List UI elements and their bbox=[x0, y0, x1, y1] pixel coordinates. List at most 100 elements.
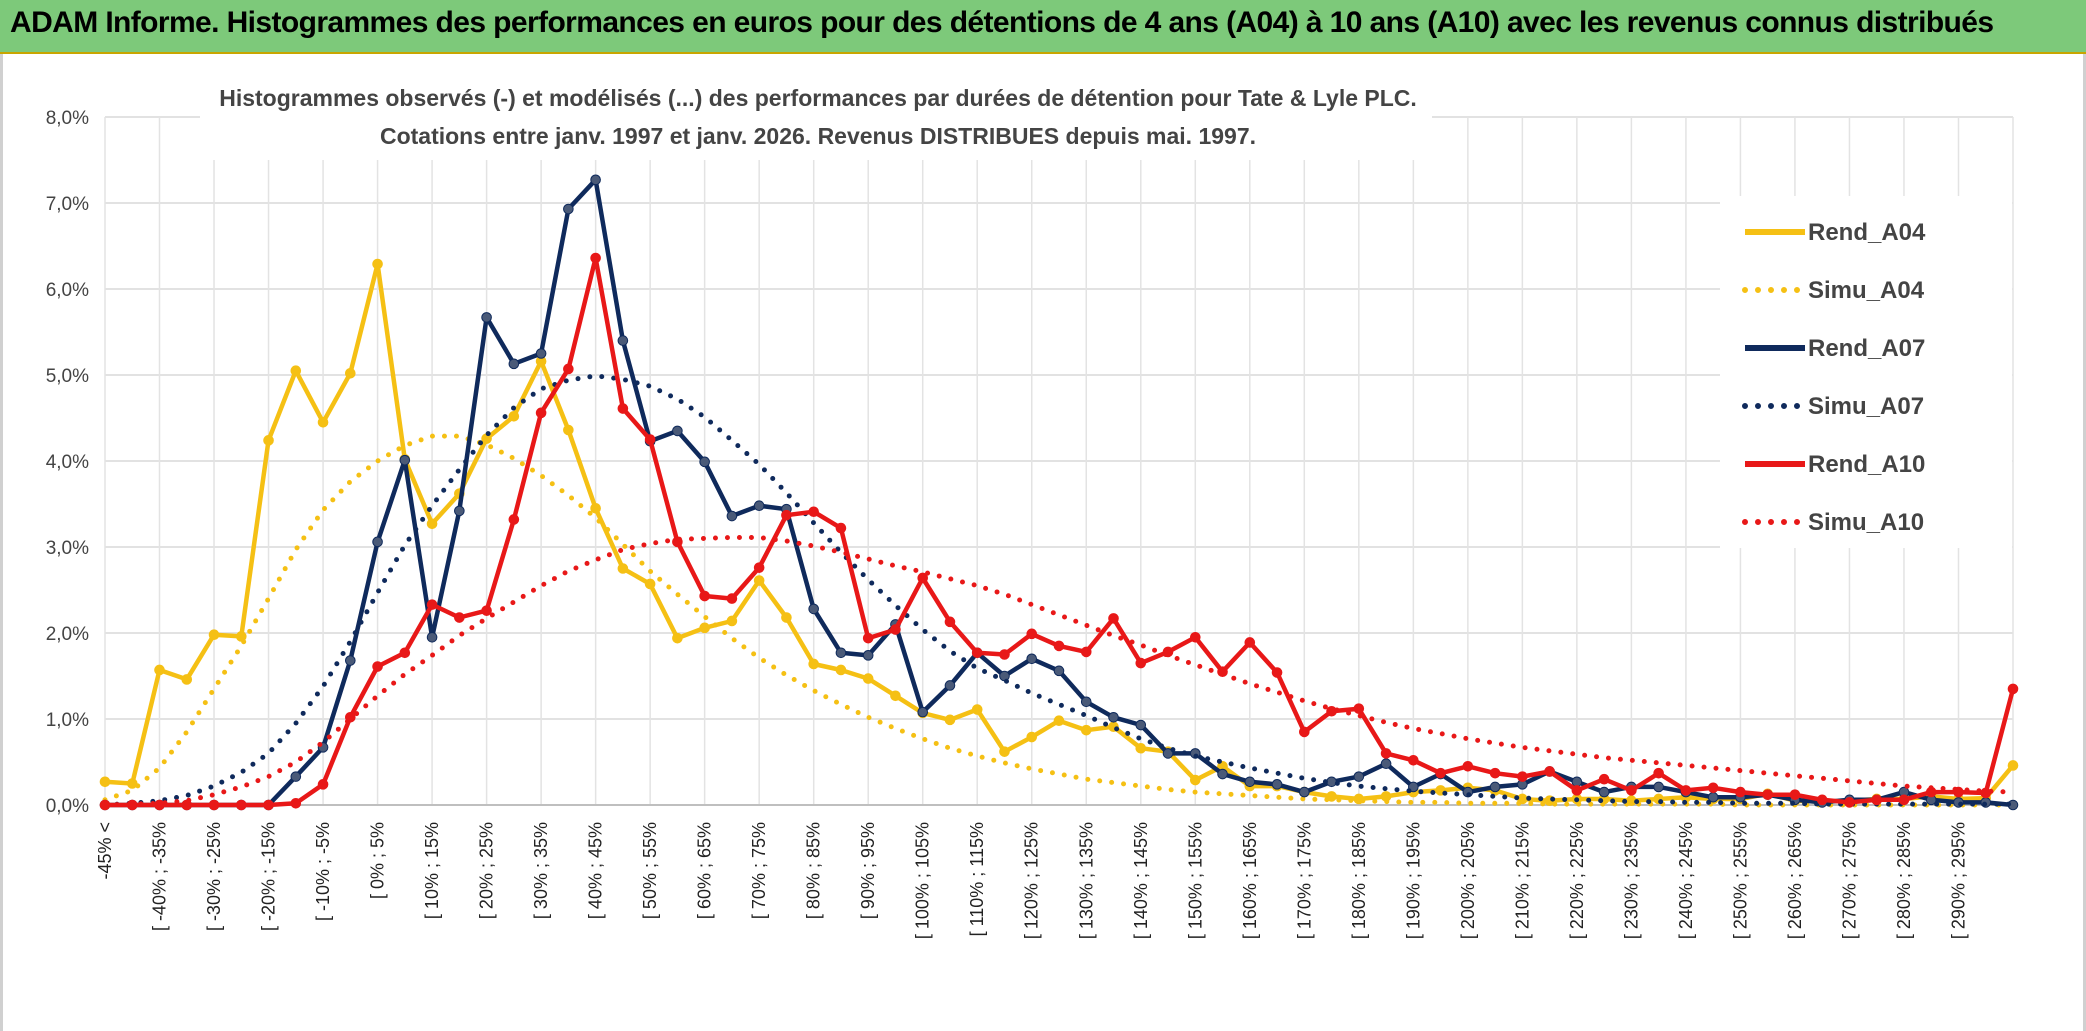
legend-label: Rend_A07 bbox=[1808, 335, 1925, 362]
data-point bbox=[726, 615, 738, 627]
x-tick-label: [ 270% ; 275% bbox=[1839, 822, 1859, 939]
data-point bbox=[1489, 767, 1501, 779]
data-point bbox=[917, 572, 929, 584]
data-point bbox=[835, 647, 847, 659]
data-point bbox=[617, 403, 629, 414]
data-point bbox=[753, 575, 765, 586]
legend-label: Rend_A10 bbox=[1808, 451, 1925, 478]
data-point bbox=[590, 503, 601, 514]
x-tick-label: [ 50% ; 55% bbox=[640, 822, 660, 919]
data-point bbox=[862, 632, 874, 644]
x-tick-label: [ -40% ; -35% bbox=[150, 822, 170, 931]
x-tick-label: [ 210% ; 215% bbox=[1512, 822, 1532, 939]
series-line-simu_a07 bbox=[102, 373, 2016, 808]
data-point bbox=[1108, 711, 1119, 723]
x-tick-label: [ 290% ; 295% bbox=[1948, 822, 1968, 939]
data-point bbox=[1299, 786, 1310, 798]
x-tick-label: [ 160% ; 165% bbox=[1240, 822, 1260, 939]
data-point bbox=[1217, 768, 1228, 780]
data-point bbox=[481, 312, 492, 323]
data-point bbox=[1462, 761, 1474, 772]
x-tick-label: [ 220% ; 225% bbox=[1567, 822, 1587, 939]
data-point bbox=[1517, 771, 1528, 782]
data-point bbox=[1762, 789, 1773, 800]
x-tick-label: [ -30% ; -25% bbox=[204, 822, 224, 931]
data-point bbox=[1080, 696, 1092, 708]
chart-title: Histogrammes observés (-) et modélisés (… bbox=[219, 85, 1417, 111]
x-tick-label: [ 20% ; 25% bbox=[477, 822, 497, 919]
data-point bbox=[1108, 613, 1119, 624]
x-tick-label: [ 240% ; 245% bbox=[1676, 822, 1696, 939]
y-tick-label: 3,0% bbox=[46, 538, 89, 559]
data-point bbox=[1053, 715, 1065, 727]
data-point bbox=[1244, 637, 1256, 648]
data-point bbox=[1844, 797, 1855, 808]
data-point bbox=[672, 632, 683, 644]
data-point bbox=[971, 704, 983, 715]
data-point bbox=[1353, 703, 1365, 714]
x-axis: -45% < [ -40% ; -35% [ -30% ; -25% [ -20% ;… bbox=[95, 822, 1968, 939]
data-point bbox=[644, 434, 656, 445]
y-tick-label: 7,0% bbox=[46, 194, 89, 215]
data-point bbox=[971, 647, 983, 659]
y-tick-label: 5,0% bbox=[46, 366, 89, 387]
legend-label: Simu_A04 bbox=[1808, 277, 1925, 304]
legend-label: Simu_A10 bbox=[1808, 509, 1924, 536]
data-point bbox=[1380, 748, 1392, 759]
data-point bbox=[1489, 781, 1501, 793]
data-point bbox=[399, 647, 411, 659]
data-point bbox=[454, 505, 465, 517]
data-point bbox=[235, 799, 247, 811]
data-point bbox=[2007, 683, 2019, 695]
data-point bbox=[399, 454, 411, 466]
data-point bbox=[1053, 640, 1065, 652]
data-point bbox=[1707, 782, 1719, 794]
chart: 0,0% 1,0% 2,0% 3,0% 4,0% 5,0% 6,0% 7,0% 8,0% -45… bbox=[46, 74, 2019, 939]
chart-series bbox=[99, 174, 2019, 811]
x-tick-label: [ -10% ; -5% bbox=[313, 822, 333, 921]
data-point bbox=[917, 706, 929, 718]
data-point bbox=[508, 514, 520, 525]
data-point bbox=[1735, 786, 1746, 798]
data-point bbox=[617, 335, 629, 346]
x-tick-label: [ 250% ; 255% bbox=[1730, 822, 1750, 939]
data-point bbox=[1626, 785, 1637, 796]
series-line-simu_a04 bbox=[102, 433, 2016, 808]
data-point bbox=[1135, 719, 1147, 731]
data-point bbox=[999, 649, 1010, 660]
data-point bbox=[699, 622, 710, 634]
data-point bbox=[454, 612, 465, 623]
data-point bbox=[1162, 748, 1174, 759]
data-point bbox=[726, 510, 738, 522]
data-point bbox=[1189, 632, 1201, 643]
x-tick-label: [ 150% ; 155% bbox=[1185, 822, 1205, 939]
x-tick-label: [ 90% ; 95% bbox=[858, 822, 878, 919]
data-point bbox=[563, 424, 574, 436]
data-point bbox=[999, 746, 1010, 757]
data-point bbox=[2007, 760, 2019, 771]
data-point bbox=[481, 605, 492, 616]
data-point bbox=[699, 590, 710, 602]
data-point bbox=[1271, 667, 1283, 678]
data-point bbox=[1816, 794, 1828, 806]
data-point bbox=[154, 664, 165, 676]
data-point bbox=[726, 593, 738, 604]
chart-legend: Rend_A04 Simu_A04 Rend_A07 Simu_A07 Rend_A10… bbox=[1720, 196, 2012, 548]
report-title: ADAM Informe. Histogrammes des performan… bbox=[10, 6, 1994, 39]
y-tick-label: 1,0% bbox=[46, 710, 89, 731]
data-point bbox=[535, 407, 547, 419]
data-point bbox=[1080, 724, 1092, 736]
data-point bbox=[808, 658, 819, 670]
data-point bbox=[944, 680, 956, 691]
data-point bbox=[781, 612, 792, 623]
data-point bbox=[317, 417, 329, 428]
x-tick-label: [ 10% ; 15% bbox=[422, 822, 442, 919]
data-point bbox=[263, 799, 274, 811]
data-point bbox=[208, 629, 220, 641]
data-point bbox=[890, 690, 901, 702]
data-point bbox=[699, 456, 710, 468]
data-point bbox=[426, 599, 438, 610]
y-tick-label: 8,0% bbox=[46, 108, 89, 129]
x-tick-label: [ 200% ; 205% bbox=[1458, 822, 1478, 939]
data-point bbox=[345, 655, 356, 666]
